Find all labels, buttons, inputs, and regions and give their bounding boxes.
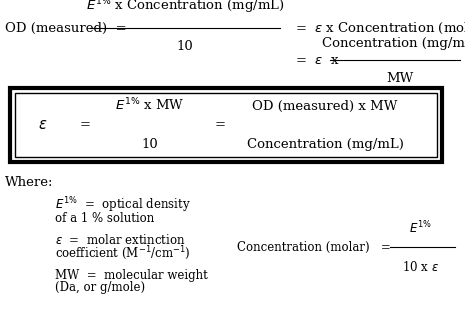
Text: coefficient (M$^{-1}$/cm$^{-1}$): coefficient (M$^{-1}$/cm$^{-1}$) [55,244,191,262]
Text: MW: MW [386,72,414,85]
Text: =  $\varepsilon$ x Concentration (molar): = $\varepsilon$ x Concentration (molar) [295,20,465,36]
Text: $\varepsilon$  =  molar extinction: $\varepsilon$ = molar extinction [55,233,186,247]
Text: $E^{1\%}$ x Concentration (mg/mL): $E^{1\%}$ x Concentration (mg/mL) [86,0,284,16]
Text: =: = [215,119,226,131]
Text: $\varepsilon$: $\varepsilon$ [38,118,47,132]
Text: $E^{1\%}$ x MW: $E^{1\%}$ x MW [115,96,185,113]
Text: Concentration (mg/mL): Concentration (mg/mL) [322,37,465,50]
Text: =: = [80,119,91,131]
Text: OD (measured) x MW: OD (measured) x MW [252,100,398,113]
Text: Concentration (molar)   =: Concentration (molar) = [237,241,391,253]
Text: =  $\varepsilon$  x: = $\varepsilon$ x [295,53,339,67]
Text: OD (measured)  =: OD (measured) = [5,22,126,35]
Text: MW  =  molecular weight: MW = molecular weight [55,268,208,282]
Text: Concentration (mg/mL): Concentration (mg/mL) [246,138,404,151]
Text: 10: 10 [142,138,159,151]
Text: (Da, or g/mole): (Da, or g/mole) [55,282,145,294]
Text: $E^{1\%}$  =  optical density: $E^{1\%}$ = optical density [55,195,191,215]
Text: $E^{1\%}$: $E^{1\%}$ [409,219,432,236]
Text: 10: 10 [177,40,193,53]
Bar [15,93,437,157]
Text: of a 1 % solution: of a 1 % solution [55,211,154,224]
Text: 10 x $\varepsilon$: 10 x $\varepsilon$ [401,260,438,274]
Bar [10,88,442,162]
Text: Where:: Where: [5,176,53,190]
